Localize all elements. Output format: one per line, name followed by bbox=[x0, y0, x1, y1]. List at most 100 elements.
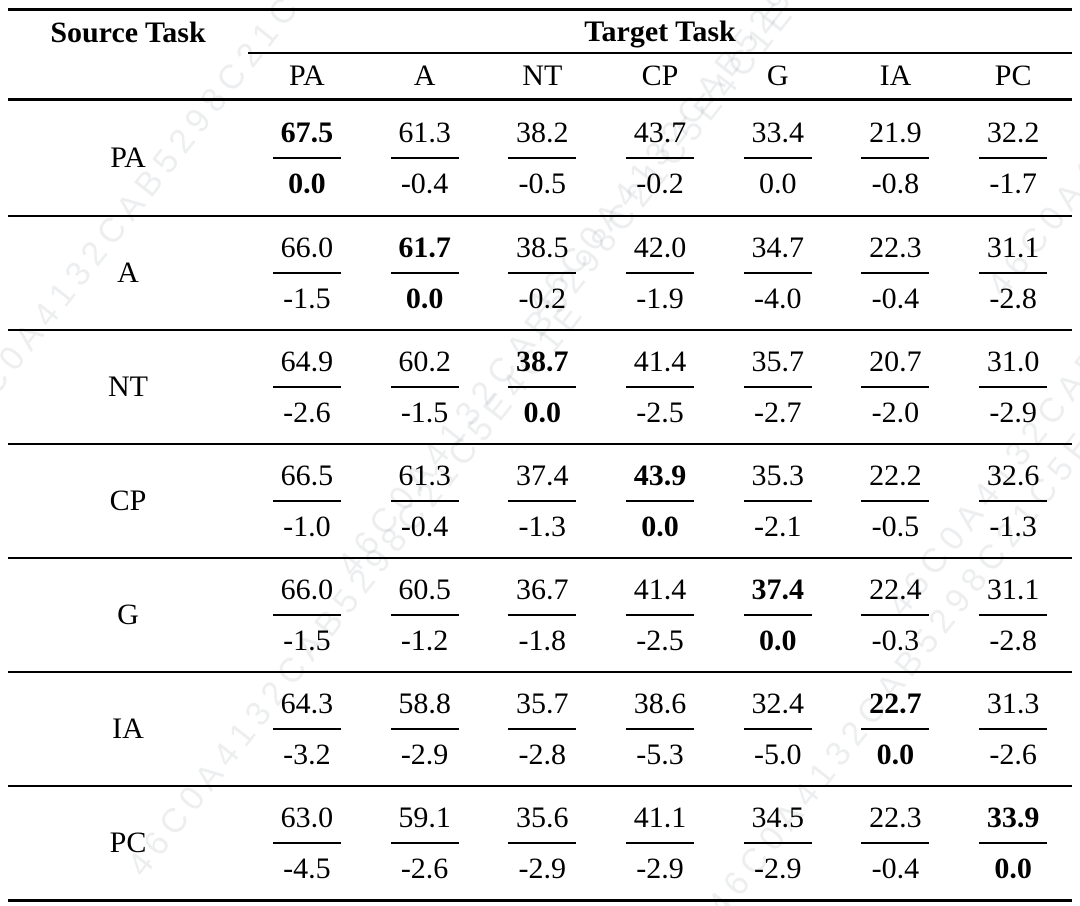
results-table: Source Task Target Task PA A NT CP G IA … bbox=[8, 8, 1072, 902]
fraction-line bbox=[743, 499, 812, 502]
row-label: G bbox=[117, 598, 139, 631]
cell-delta: -0.8 bbox=[871, 166, 920, 200]
fraction-line bbox=[390, 613, 459, 616]
fraction-line bbox=[272, 613, 341, 616]
cell-score: 32.2 bbox=[986, 115, 1040, 149]
column-header-nt: NT bbox=[522, 59, 563, 92]
cell: 41.4 -2.5 bbox=[601, 331, 719, 443]
cell: 22.3 -0.4 bbox=[837, 787, 955, 899]
table-header: Source Task Target Task PA A NT CP G IA … bbox=[8, 11, 1072, 98]
cell-delta: -0.4 bbox=[400, 509, 449, 543]
cell: 42.0 -1.9 bbox=[601, 217, 719, 329]
cell: 67.5 0.0 bbox=[248, 101, 366, 215]
cell-score: 35.7 bbox=[751, 344, 804, 378]
cell-score: 22.3 bbox=[869, 230, 922, 264]
cell: 33.4 0.0 bbox=[719, 101, 837, 215]
cell-delta: -2.5 bbox=[636, 623, 684, 657]
cell: 35.7 -2.7 bbox=[719, 331, 837, 443]
fraction-line bbox=[979, 499, 1048, 502]
cell-delta: -4.0 bbox=[753, 281, 802, 315]
fraction-line bbox=[508, 499, 577, 502]
cell-delta: 0.0 bbox=[288, 166, 326, 200]
fraction-line bbox=[508, 841, 577, 844]
cell-delta: -2.1 bbox=[753, 509, 802, 543]
cell: 22.7 0.0 bbox=[837, 673, 955, 785]
cell-score: 35.3 bbox=[751, 458, 804, 492]
fraction-line bbox=[390, 841, 459, 844]
fraction-line bbox=[979, 385, 1048, 388]
target-task-header: Target Task bbox=[584, 14, 736, 48]
cell: 33.9 0.0 bbox=[954, 787, 1072, 899]
fraction-line bbox=[861, 841, 930, 844]
cell: 59.1 -2.6 bbox=[366, 787, 484, 899]
table-body: PA 67.5 0.0 61.3 -0.4 38.2 -0.5 43.7 -0.… bbox=[8, 101, 1072, 899]
cell: 34.5 -2.9 bbox=[719, 787, 837, 899]
cell-score: 38.5 bbox=[516, 230, 569, 264]
cell-score: 67.5 bbox=[280, 115, 334, 149]
fraction-line bbox=[743, 727, 812, 730]
cell: 66.0 -1.5 bbox=[248, 217, 366, 329]
fraction-line bbox=[743, 385, 812, 388]
column-header-pc: PC bbox=[994, 59, 1032, 92]
cell: 41.4 -2.5 bbox=[601, 559, 719, 671]
table-row: G 66.0 -1.5 60.5 -1.2 36.7 -1.8 41.4 -2.… bbox=[8, 557, 1072, 671]
cell-delta: -0.2 bbox=[636, 166, 684, 200]
cell: 43.9 0.0 bbox=[601, 445, 719, 557]
fraction-line bbox=[861, 156, 930, 159]
cell-score: 35.6 bbox=[516, 800, 569, 834]
cell-delta: -2.9 bbox=[636, 851, 684, 885]
cell-delta: -2.9 bbox=[518, 851, 567, 885]
column-header-cp: CP bbox=[641, 59, 679, 92]
cell-score: 61.7 bbox=[398, 230, 451, 264]
cell-score: 58.8 bbox=[398, 686, 451, 720]
cell-score: 22.2 bbox=[869, 458, 922, 492]
cell-score: 20.7 bbox=[869, 344, 922, 378]
cell-delta: -0.5 bbox=[871, 509, 920, 543]
cell: 60.5 -1.2 bbox=[366, 559, 484, 671]
cell-score: 37.4 bbox=[751, 572, 804, 606]
cell-delta: 0.0 bbox=[641, 509, 679, 543]
cell: 66.5 -1.0 bbox=[248, 445, 366, 557]
top-rule bbox=[8, 8, 1072, 11]
fraction-line bbox=[625, 271, 694, 274]
cell-delta: -2.6 bbox=[989, 737, 1037, 771]
cell-delta: -3.2 bbox=[283, 737, 331, 771]
cell-delta: -1.7 bbox=[989, 166, 1037, 200]
fraction-line bbox=[861, 613, 930, 616]
fraction-line bbox=[979, 271, 1048, 274]
cell-delta: 0.0 bbox=[523, 395, 562, 429]
cell: 38.2 -0.5 bbox=[483, 101, 601, 215]
fraction-line bbox=[508, 613, 577, 616]
cell: 60.2 -1.5 bbox=[366, 331, 484, 443]
cell-score: 22.4 bbox=[869, 572, 922, 606]
cell-delta: -1.3 bbox=[989, 509, 1037, 543]
cell-delta: -0.5 bbox=[518, 166, 567, 200]
header-rule bbox=[8, 98, 1072, 101]
fraction-line bbox=[390, 385, 459, 388]
cell-score: 32.6 bbox=[986, 458, 1040, 492]
cell-score: 43.7 bbox=[633, 115, 687, 149]
cell-delta: -1.5 bbox=[283, 281, 331, 315]
cell-score: 22.7 bbox=[869, 686, 922, 720]
table-row: A 66.0 -1.5 61.7 0.0 38.5 -0.2 42.0 -1.9… bbox=[8, 215, 1072, 329]
cell: 43.7 -0.2 bbox=[601, 101, 719, 215]
fraction-line bbox=[272, 156, 341, 159]
cell-delta: -2.8 bbox=[518, 737, 567, 771]
cell-delta: -0.3 bbox=[871, 623, 920, 657]
cell-delta: -1.9 bbox=[636, 281, 684, 315]
cell-delta: -2.9 bbox=[989, 395, 1037, 429]
cell-delta: -0.4 bbox=[871, 281, 920, 315]
fraction-line bbox=[390, 271, 459, 274]
cell-score: 31.1 bbox=[986, 230, 1040, 264]
target-task-rule bbox=[248, 52, 1072, 54]
cell: 61.3 -0.4 bbox=[366, 101, 484, 215]
source-task-header: Source Task bbox=[50, 15, 206, 49]
fraction-line bbox=[272, 499, 341, 502]
cell: 38.6 -5.3 bbox=[601, 673, 719, 785]
cell: 22.2 -0.5 bbox=[837, 445, 955, 557]
cell-delta: -1.3 bbox=[518, 509, 567, 543]
fraction-line bbox=[861, 727, 930, 730]
column-header-pa: PA bbox=[289, 59, 325, 92]
fraction-line bbox=[625, 499, 694, 502]
cell-score: 63.0 bbox=[280, 800, 334, 834]
